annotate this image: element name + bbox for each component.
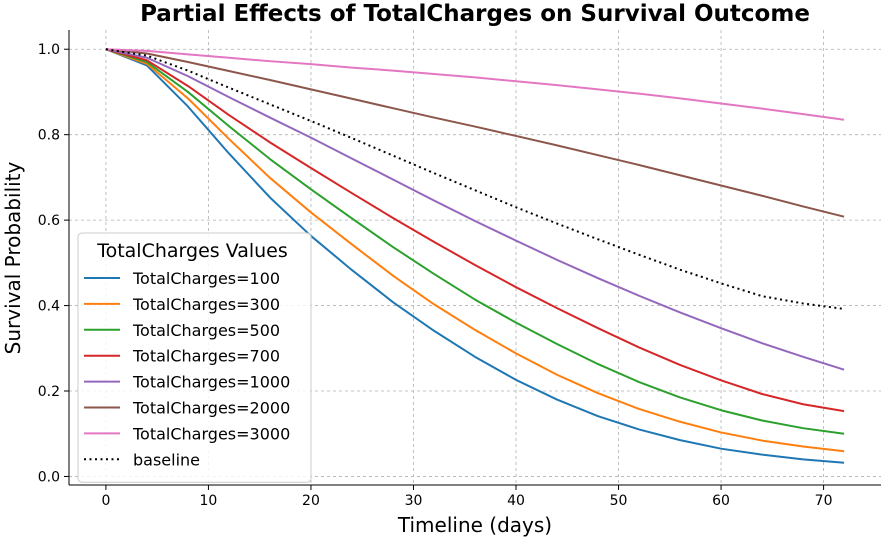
- x-tick-label: 70: [815, 493, 833, 509]
- x-axis-label: Timeline (days): [397, 513, 552, 537]
- series-line-6: [105, 48, 845, 121]
- x-tick-label: 0: [101, 493, 110, 509]
- legend-label-4: TotalCharges=1000: [132, 373, 290, 392]
- legend: TotalCharges Values TotalCharges=100 Total…: [77, 232, 312, 483]
- x-tick-label: 20: [302, 493, 320, 509]
- x-tick-label: 40: [507, 493, 525, 509]
- legend-label-7: baseline: [133, 450, 200, 469]
- y-tick-label: 0.4: [38, 299, 60, 315]
- y-tick-label: 0.2: [38, 384, 60, 400]
- series-line-0: [105, 48, 845, 464]
- x-tick-label: 30: [405, 493, 423, 509]
- y-tick-label: 1.0: [38, 42, 60, 58]
- series-lines: [105, 48, 845, 464]
- series-line-4: [105, 48, 845, 371]
- y-tick-label: 0.0: [38, 469, 60, 485]
- y-tick-label: 0.6: [38, 213, 60, 229]
- y-axis-label: Survival Probability: [1, 161, 25, 354]
- y-tick-label: 0.8: [38, 128, 60, 144]
- legend-label-1: TotalCharges=300: [132, 295, 280, 314]
- series-line-2: [105, 48, 845, 435]
- series-line-3: [105, 48, 845, 413]
- series-line-5: [105, 48, 845, 218]
- legend-label-0: TotalCharges=100: [132, 269, 280, 288]
- legend-label-6: TotalCharges=3000: [132, 424, 290, 443]
- x-tick-label: 50: [610, 493, 628, 509]
- legend-label-3: TotalCharges=700: [132, 347, 280, 366]
- legend-title: TotalCharges Values: [96, 240, 288, 262]
- legend-box: [77, 232, 312, 483]
- legend-label-5: TotalCharges=2000: [132, 399, 290, 418]
- legend-label-2: TotalCharges=500: [132, 321, 280, 340]
- chart-title: Partial Effects of TotalCharges on Survi…: [140, 1, 810, 27]
- series-line-1: [105, 48, 845, 453]
- x-tick-label: 10: [200, 493, 218, 509]
- series-line-7: [105, 48, 845, 310]
- axes: 0 10 20 30 40 50 60 70 0.0 0.2 0.4 0.6 0.8 1.0: [38, 30, 881, 509]
- x-tick-label: 60: [712, 493, 730, 509]
